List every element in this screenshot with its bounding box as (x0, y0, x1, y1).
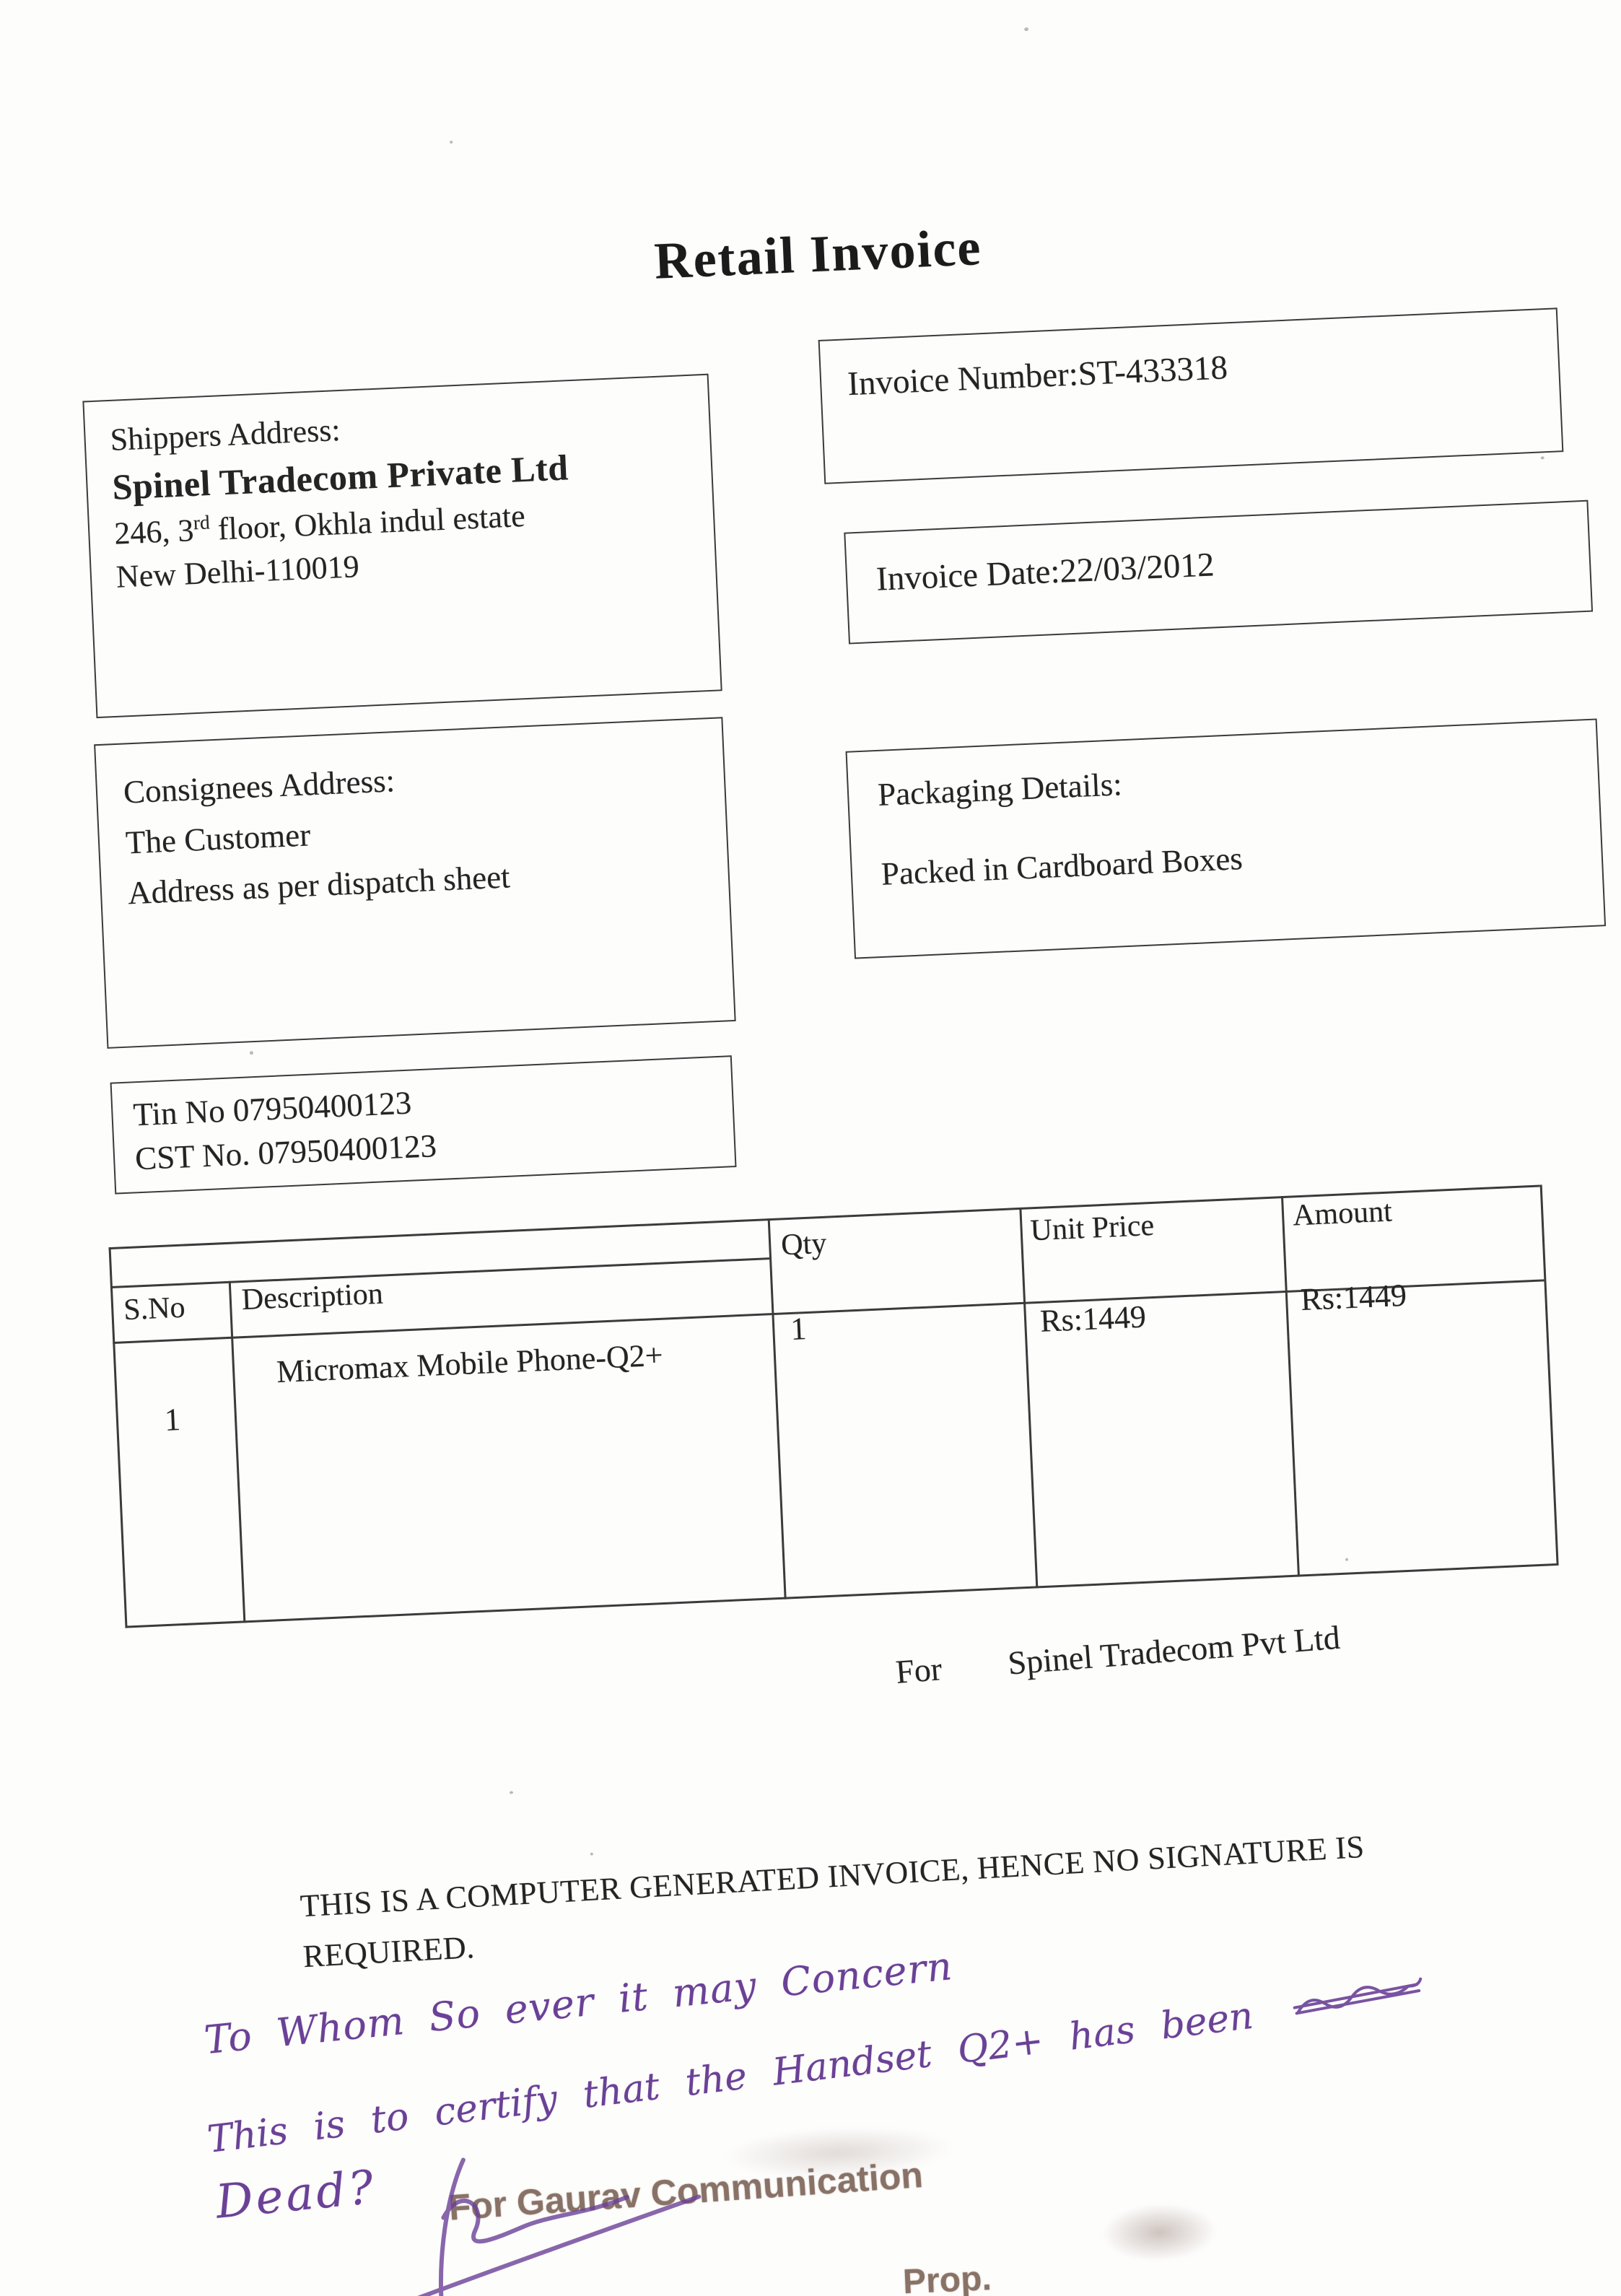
table-bottom-border (125, 1563, 1557, 1628)
invoice-date-box: Invoice Date:22/03/2012 (844, 499, 1594, 645)
cell-amount: Rs:1449 (1300, 1277, 1407, 1318)
scan-speck (1345, 1558, 1349, 1561)
invoice-number-box: Invoice Number:ST-433318 (818, 307, 1564, 484)
col-divider-unitprice-amount (1280, 1196, 1301, 1577)
crossed-out-word-scribble (1290, 1974, 1431, 2037)
prop-stamp: Prop. (901, 2259, 992, 2296)
page-title: Retail Invoice (652, 218, 983, 290)
header-amount: Amount (1292, 1195, 1393, 1233)
for-label: For (894, 1650, 943, 1690)
scan-speck (509, 1791, 514, 1794)
scan-speck (249, 1051, 254, 1055)
scan-speck (1024, 27, 1029, 32)
header-unit-price: Unit Price (1029, 1208, 1155, 1248)
signature-scribble (409, 2157, 702, 2296)
header-description: Description (240, 1277, 384, 1317)
packaging-details-box: Packaging Details: Packed in Cardboard B… (845, 718, 1607, 959)
cell-qty: 1 (790, 1311, 808, 1347)
tax-numbers-box: Tin No 07950400123 CST No. 07950400123 (110, 1055, 737, 1195)
scan-speck (590, 1852, 593, 1856)
cell-unit-price: Rs:1449 (1039, 1298, 1147, 1339)
shipper-address-box: Shippers Address: Spinel Tradecom Privat… (82, 373, 722, 719)
handwritten-line-2: This is to certify that the Handset Q2+ … (205, 1973, 1431, 2166)
table-right-border (1539, 1184, 1559, 1566)
invoice-number-text: Invoice Number:ST-433318 (847, 349, 1228, 403)
for-company: Spinel Tradecom Pvt Ltd (1006, 1618, 1342, 1682)
col-divider-qty-unitprice (1019, 1207, 1039, 1589)
signature-for-line: For Spinel Tradecom Pvt Ltd (894, 1618, 1341, 1691)
scan-speck (450, 140, 453, 144)
packaging-line1: Packed in Cardboard Boxes (880, 840, 1244, 892)
cell-description: Micromax Mobile Phone-Q2+ (276, 1337, 664, 1390)
cell-sno: 1 (163, 1401, 182, 1438)
col-divider-sno-description (228, 1280, 246, 1623)
scan-speck (1540, 456, 1544, 460)
invoice-date-text: Invoice Date:22/03/2012 (875, 546, 1215, 598)
faint-seal-mark (1100, 2201, 1219, 2264)
table-header-notch-line (110, 1257, 770, 1289)
col-divider-description-qty (767, 1218, 787, 1599)
header-qty: Qty (780, 1226, 828, 1262)
ordinal-superscript: rd (193, 511, 211, 534)
header-sno: S.No (123, 1291, 186, 1327)
packaging-heading: Packaging Details: (877, 766, 1123, 813)
consignee-address-box: Consignees Address: The Customer Address… (94, 717, 736, 1049)
